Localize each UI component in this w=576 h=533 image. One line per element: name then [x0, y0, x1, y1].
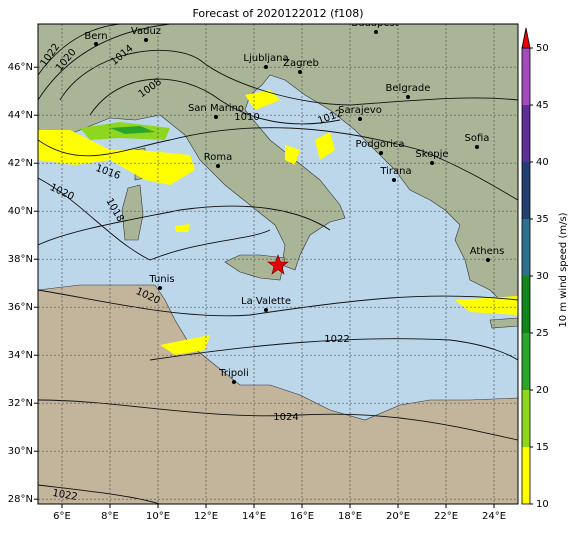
city-dot — [406, 95, 410, 99]
lat-tick-label: 38°N — [8, 254, 33, 265]
lon-tick-label: 24°E — [482, 511, 506, 522]
colorbar-tick-label: 10 — [536, 499, 549, 510]
colorbar-label: 10 m wind speed (m/s) — [558, 212, 569, 327]
isobars — [38, 24, 518, 504]
city-label: Tripoli — [218, 368, 249, 379]
colorbar-segment — [522, 276, 530, 333]
colorbar-segment — [522, 390, 530, 447]
lon-tick-label: 20°E — [386, 511, 410, 522]
lon-tick-label: 6°E — [53, 511, 71, 522]
city-label: Tunis — [148, 274, 174, 285]
city-label: Vaduz — [131, 26, 161, 37]
city-label: Sarajevo — [338, 105, 382, 116]
colorbar-segment — [522, 219, 530, 276]
city-dot — [144, 38, 148, 42]
colorbar-segment — [522, 447, 530, 504]
city-label: Roma — [204, 152, 233, 163]
lon-tick-label: 12°E — [194, 511, 218, 522]
isobar-label: 1024 — [273, 412, 298, 423]
lat-tick-label: 32°N — [8, 398, 33, 409]
city-dot — [264, 65, 268, 69]
city-dot — [358, 117, 362, 121]
lon-tick-label: 18°E — [338, 511, 362, 522]
city-label: Budapest — [351, 18, 398, 29]
title: Forecast of 2020122012 (f108) — [192, 7, 363, 20]
city-dot — [232, 380, 236, 384]
city-label: La Valette — [241, 296, 291, 307]
city-label: Sofia — [465, 133, 490, 144]
city-dot — [486, 258, 490, 262]
city-dot — [374, 30, 378, 34]
city-label: Belgrade — [386, 83, 431, 94]
wind-area — [110, 126, 155, 134]
colorbar-tick-label: 30 — [536, 271, 549, 282]
colorbar-tick-label: 20 — [536, 385, 549, 396]
city-dot — [264, 308, 268, 312]
lon-tick-label: 16°E — [290, 511, 314, 522]
city-dot — [379, 151, 383, 155]
lon-tick-label: 10°E — [146, 511, 170, 522]
colorbar-tick-label: 15 — [536, 442, 549, 453]
axes: 6°E 8°E 10°E 12°E 14°E 16°E 18°E 20°E 22°E 24°E 28… — [8, 62, 506, 522]
city-label: Podgorica — [355, 139, 404, 150]
lat-tick-label: 40°N — [8, 206, 33, 217]
city-dot — [216, 164, 220, 168]
city-dot — [214, 115, 218, 119]
lat-tick-label: 42°N — [8, 158, 33, 169]
city-dot — [392, 178, 396, 182]
lat-tick-label: 30°N — [8, 446, 33, 457]
colorbar-segment — [522, 162, 530, 219]
city-label: Ljubljana — [243, 53, 288, 64]
colorbar: 10 15 20 25 30 35 40 45 50 — [521, 27, 549, 510]
lon-tick-label: 14°E — [242, 511, 266, 522]
land — [38, 24, 518, 306]
city-dot — [298, 70, 302, 74]
lat-tick-label: 34°N — [8, 350, 33, 361]
lat-tick-label: 44°N — [8, 110, 33, 121]
colorbar-segment — [522, 105, 530, 162]
city-dot — [475, 145, 479, 149]
colorbar-tick-label: 35 — [536, 214, 549, 225]
city-label: Athens — [470, 246, 505, 257]
city-label: Bern — [84, 31, 107, 42]
city-label: Skopje — [415, 149, 448, 160]
colorbar-tick-label: 45 — [536, 100, 549, 111]
isobar-label: 1022 — [51, 488, 78, 503]
lat-tick-label: 28°N — [8, 494, 33, 505]
lat-tick-label: 36°N — [8, 302, 33, 313]
colorbar-tick-label: 40 — [536, 157, 549, 168]
city-dot — [430, 161, 434, 165]
lon-tick-label: 8°E — [101, 511, 119, 522]
lat-tick-label: 46°N — [8, 62, 33, 73]
graticule — [38, 24, 518, 504]
colorbar-tick-label: 50 — [536, 43, 549, 54]
city-label: Tirana — [379, 166, 411, 177]
isobar-label: 1022 — [324, 334, 349, 345]
isobar-label: 1010 — [234, 112, 259, 123]
colorbar-extend — [521, 27, 531, 49]
colorbar-tick-label: 25 — [536, 328, 549, 339]
colorbar-segment — [522, 48, 530, 105]
city-dot — [94, 42, 98, 46]
city-label: San Marino — [188, 103, 244, 114]
map-frame — [37, 23, 519, 505]
forecast-point-star — [267, 254, 289, 275]
colorbar-segment — [522, 333, 530, 390]
city-label: Zagreb — [283, 58, 319, 69]
city-dot — [158, 286, 162, 290]
lon-tick-label: 22°E — [434, 511, 458, 522]
